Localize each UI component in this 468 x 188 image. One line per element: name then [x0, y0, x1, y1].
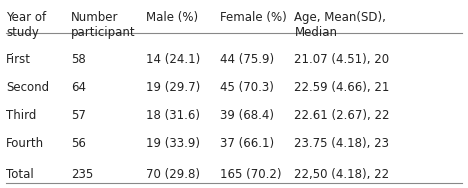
Text: Age, Mean(SD),
Median: Age, Mean(SD), Median	[294, 11, 387, 39]
Text: Fourth: Fourth	[6, 137, 44, 150]
Text: 14 (24.1): 14 (24.1)	[146, 53, 200, 66]
Text: 165 (70.2): 165 (70.2)	[220, 168, 282, 181]
Text: 70 (29.8): 70 (29.8)	[146, 168, 200, 181]
Text: First: First	[6, 53, 31, 66]
Text: 58: 58	[71, 53, 86, 66]
Text: Number
participant: Number participant	[71, 11, 136, 39]
Text: Male (%): Male (%)	[146, 11, 198, 24]
Text: Total: Total	[6, 168, 34, 181]
Text: Second: Second	[6, 81, 49, 94]
Text: 235: 235	[71, 168, 94, 181]
Text: 22,50 (4.18), 22: 22,50 (4.18), 22	[294, 168, 389, 181]
Text: 56: 56	[71, 137, 86, 150]
Text: Year of
study: Year of study	[6, 11, 46, 39]
Text: 19 (29.7): 19 (29.7)	[146, 81, 200, 94]
Text: 39 (68.4): 39 (68.4)	[220, 109, 274, 122]
Text: 22.61 (2.67), 22: 22.61 (2.67), 22	[294, 109, 390, 122]
Text: 57: 57	[71, 109, 86, 122]
Text: 22.59 (4.66), 21: 22.59 (4.66), 21	[294, 81, 390, 94]
Text: 23.75 (4.18), 23: 23.75 (4.18), 23	[294, 137, 389, 150]
Text: 64: 64	[71, 81, 86, 94]
Text: 19 (33.9): 19 (33.9)	[146, 137, 200, 150]
Text: Female (%): Female (%)	[220, 11, 287, 24]
Text: 18 (31.6): 18 (31.6)	[146, 109, 200, 122]
Text: Third: Third	[6, 109, 37, 122]
Text: 37 (66.1): 37 (66.1)	[220, 137, 274, 150]
Text: 45 (70.3): 45 (70.3)	[220, 81, 274, 94]
Text: 44 (75.9): 44 (75.9)	[220, 53, 274, 66]
Text: 21.07 (4.51), 20: 21.07 (4.51), 20	[294, 53, 389, 66]
